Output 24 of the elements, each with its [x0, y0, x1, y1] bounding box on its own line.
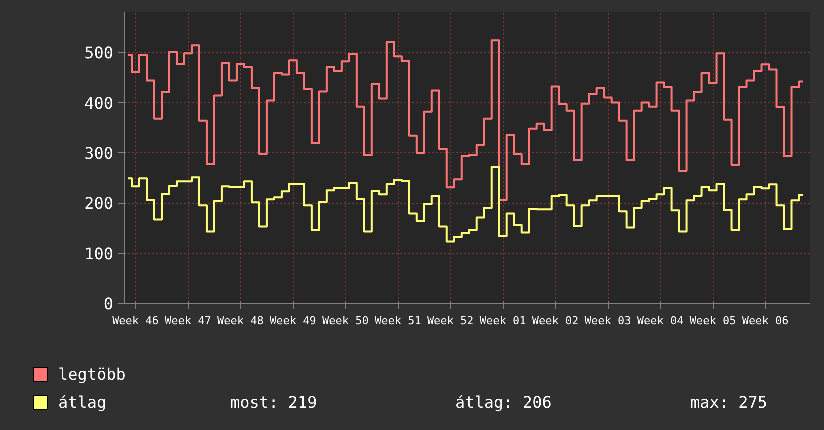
y-tick-label: 400 [84, 94, 114, 113]
x-tick-label: Week 50 [322, 314, 369, 328]
x-tick-label: Week 04 [637, 314, 684, 328]
y-tick-label: 0 [104, 294, 114, 314]
y-tick-label: 200 [84, 194, 114, 214]
x-tick-label: Week 49 [270, 314, 316, 328]
text: átlag: 206 [456, 393, 552, 412]
x-tick-label: Week 51 [374, 314, 422, 328]
x-tick-label: Week 46 [112, 314, 159, 328]
x-tick-label: Week 01 [480, 314, 526, 328]
x-tick-label: Week 02 [532, 314, 579, 328]
x-tick-label: Week 48 [218, 314, 264, 328]
legend-label: legtöbb [58, 365, 126, 384]
legend-label: átlag [58, 393, 107, 412]
x-tick-label: Week 03 [584, 314, 632, 328]
x-tick-label: Week 06 [742, 314, 789, 328]
x-tick-label: Week 52 [427, 314, 474, 328]
y-tick-label: 100 [84, 244, 114, 264]
y-tick-label: 300 [84, 144, 114, 163]
x-tick-label: Week 47 [165, 314, 212, 328]
x-tick-label: Week 05 [690, 314, 736, 328]
text: max: 275 [690, 393, 768, 412]
text: most: 219 [230, 393, 318, 412]
y-tick-label: 500 [84, 44, 114, 63]
